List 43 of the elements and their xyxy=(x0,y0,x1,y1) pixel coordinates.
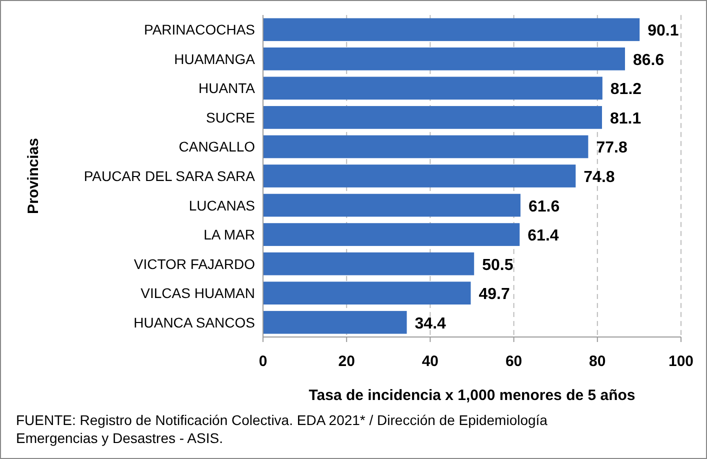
bar xyxy=(263,282,471,305)
source-note: FUENTE: Registro de Notificación Colectiva. EDA 2021* / Dirección de Epidemiología xyxy=(16,412,548,428)
y-tick-label: HUAMANGA xyxy=(174,50,256,67)
data-label: 77.8 xyxy=(596,140,628,157)
y-tick-label: LA MAR xyxy=(204,226,255,243)
y-tick-label: SUCRE xyxy=(206,109,255,126)
data-label: 61.4 xyxy=(528,228,559,245)
bar xyxy=(263,223,520,246)
bar xyxy=(263,106,602,129)
x-tick-label: 60 xyxy=(505,353,522,370)
data-label: 49.7 xyxy=(478,286,510,304)
bar xyxy=(263,47,625,70)
data-label: 81.1 xyxy=(610,110,642,128)
text: Emergencias y Desastres - ASIS. xyxy=(16,430,223,446)
y-tick-label: VILCAS HUAMAN xyxy=(140,285,255,302)
bar xyxy=(263,252,474,276)
x-tick-label: 20 xyxy=(338,353,355,370)
x-tick-label: 40 xyxy=(422,353,439,370)
y-tick-label: PAUCAR DEL SARA SARA xyxy=(84,168,256,184)
y-axis-title: Provincias xyxy=(25,138,42,214)
y-tick-label: VICTOR FAJARDO xyxy=(134,256,256,272)
data-label: 90.1 xyxy=(648,22,679,40)
bar xyxy=(263,76,602,100)
y-tick-label: CANGALLO xyxy=(178,138,256,155)
y-tick-label: LUCANAS xyxy=(188,197,255,214)
bar xyxy=(263,18,640,42)
data-label: 34.4 xyxy=(414,315,446,332)
y-tick-label: HUANTA xyxy=(198,80,256,96)
bar xyxy=(263,310,407,334)
x-tick-label: 0 xyxy=(258,353,268,370)
x-axis-title: Tasa de incidencia x 1,000 menores de 5 años xyxy=(308,387,636,404)
x-tick-label: 80 xyxy=(589,353,606,370)
data-label: 81.2 xyxy=(610,81,642,98)
y-tick-label: HUANCA SANCOS xyxy=(134,314,255,330)
bar xyxy=(263,164,576,188)
y-tick-label: PARINACOCHAS xyxy=(144,22,255,38)
bar xyxy=(263,135,588,158)
data-label: 61.6 xyxy=(528,198,560,216)
data-label: 86.6 xyxy=(632,52,664,69)
data-label: 74.8 xyxy=(584,169,615,186)
data-label: 50.5 xyxy=(482,256,514,274)
x-tick-label: 100 xyxy=(668,353,694,370)
bar xyxy=(263,194,520,217)
